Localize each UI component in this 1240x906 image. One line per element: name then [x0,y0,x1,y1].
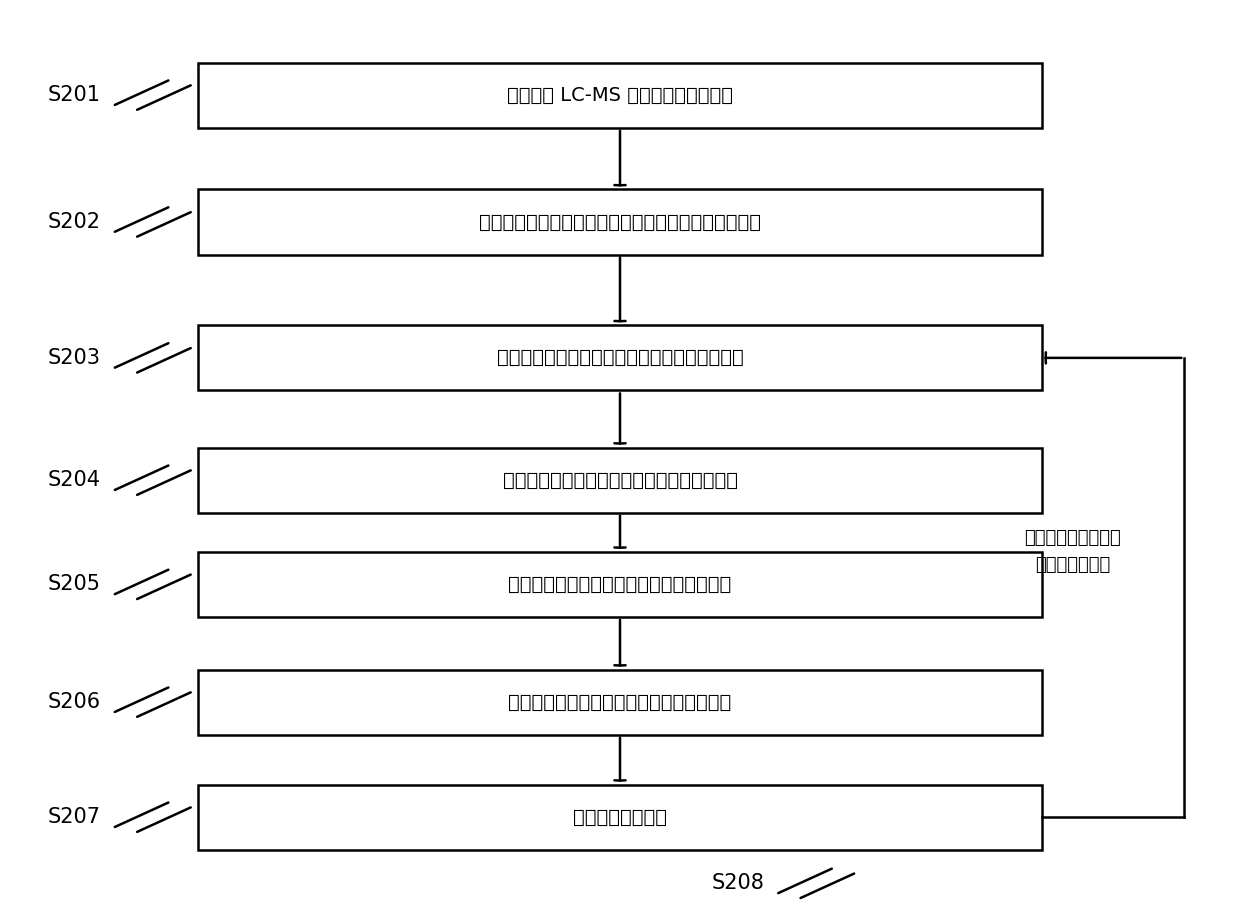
Text: 重复多次直到鉴定集
充分接近探测集: 重复多次直到鉴定集 充分接近探测集 [1024,529,1121,573]
Text: S207: S207 [48,807,100,827]
Text: S202: S202 [48,212,100,232]
Text: 对全扫描文件进行处理获得能段探测数据集和出峰时间: 对全扫描文件进行处理获得能段探测数据集和出峰时间 [479,213,761,231]
FancyBboxPatch shape [198,552,1042,617]
Text: 形成综合先导信息: 形成综合先导信息 [573,808,667,826]
FancyBboxPatch shape [198,63,1042,128]
Text: S204: S204 [48,470,100,490]
Text: 谱库检索程序获得增加鉴定集并修改探测集: 谱库检索程序获得增加鉴定集并修改探测集 [508,693,732,711]
Text: S205: S205 [48,574,100,594]
Text: 多肽样品 LC-MS 分析（质谱全扫描）: 多肽样品 LC-MS 分析（质谱全扫描） [507,86,733,104]
FancyBboxPatch shape [198,189,1042,255]
Text: 智能调配数据采集系统依据先导信息制定采集策: 智能调配数据采集系统依据先导信息制定采集策 [497,349,743,367]
Text: S203: S203 [48,348,100,368]
Text: 分析处理能段质谱数据，从多文件提取信息: 分析处理能段质谱数据，从多文件提取信息 [508,575,732,593]
FancyBboxPatch shape [198,325,1042,390]
Text: S201: S201 [48,85,100,105]
Text: 依据采集策略进行数据采集（多中扫描模式）: 依据采集策略进行数据采集（多中扫描模式） [502,471,738,489]
Text: S206: S206 [48,692,100,712]
Text: S208: S208 [712,873,764,893]
FancyBboxPatch shape [198,448,1042,513]
FancyBboxPatch shape [198,670,1042,735]
FancyBboxPatch shape [198,785,1042,850]
